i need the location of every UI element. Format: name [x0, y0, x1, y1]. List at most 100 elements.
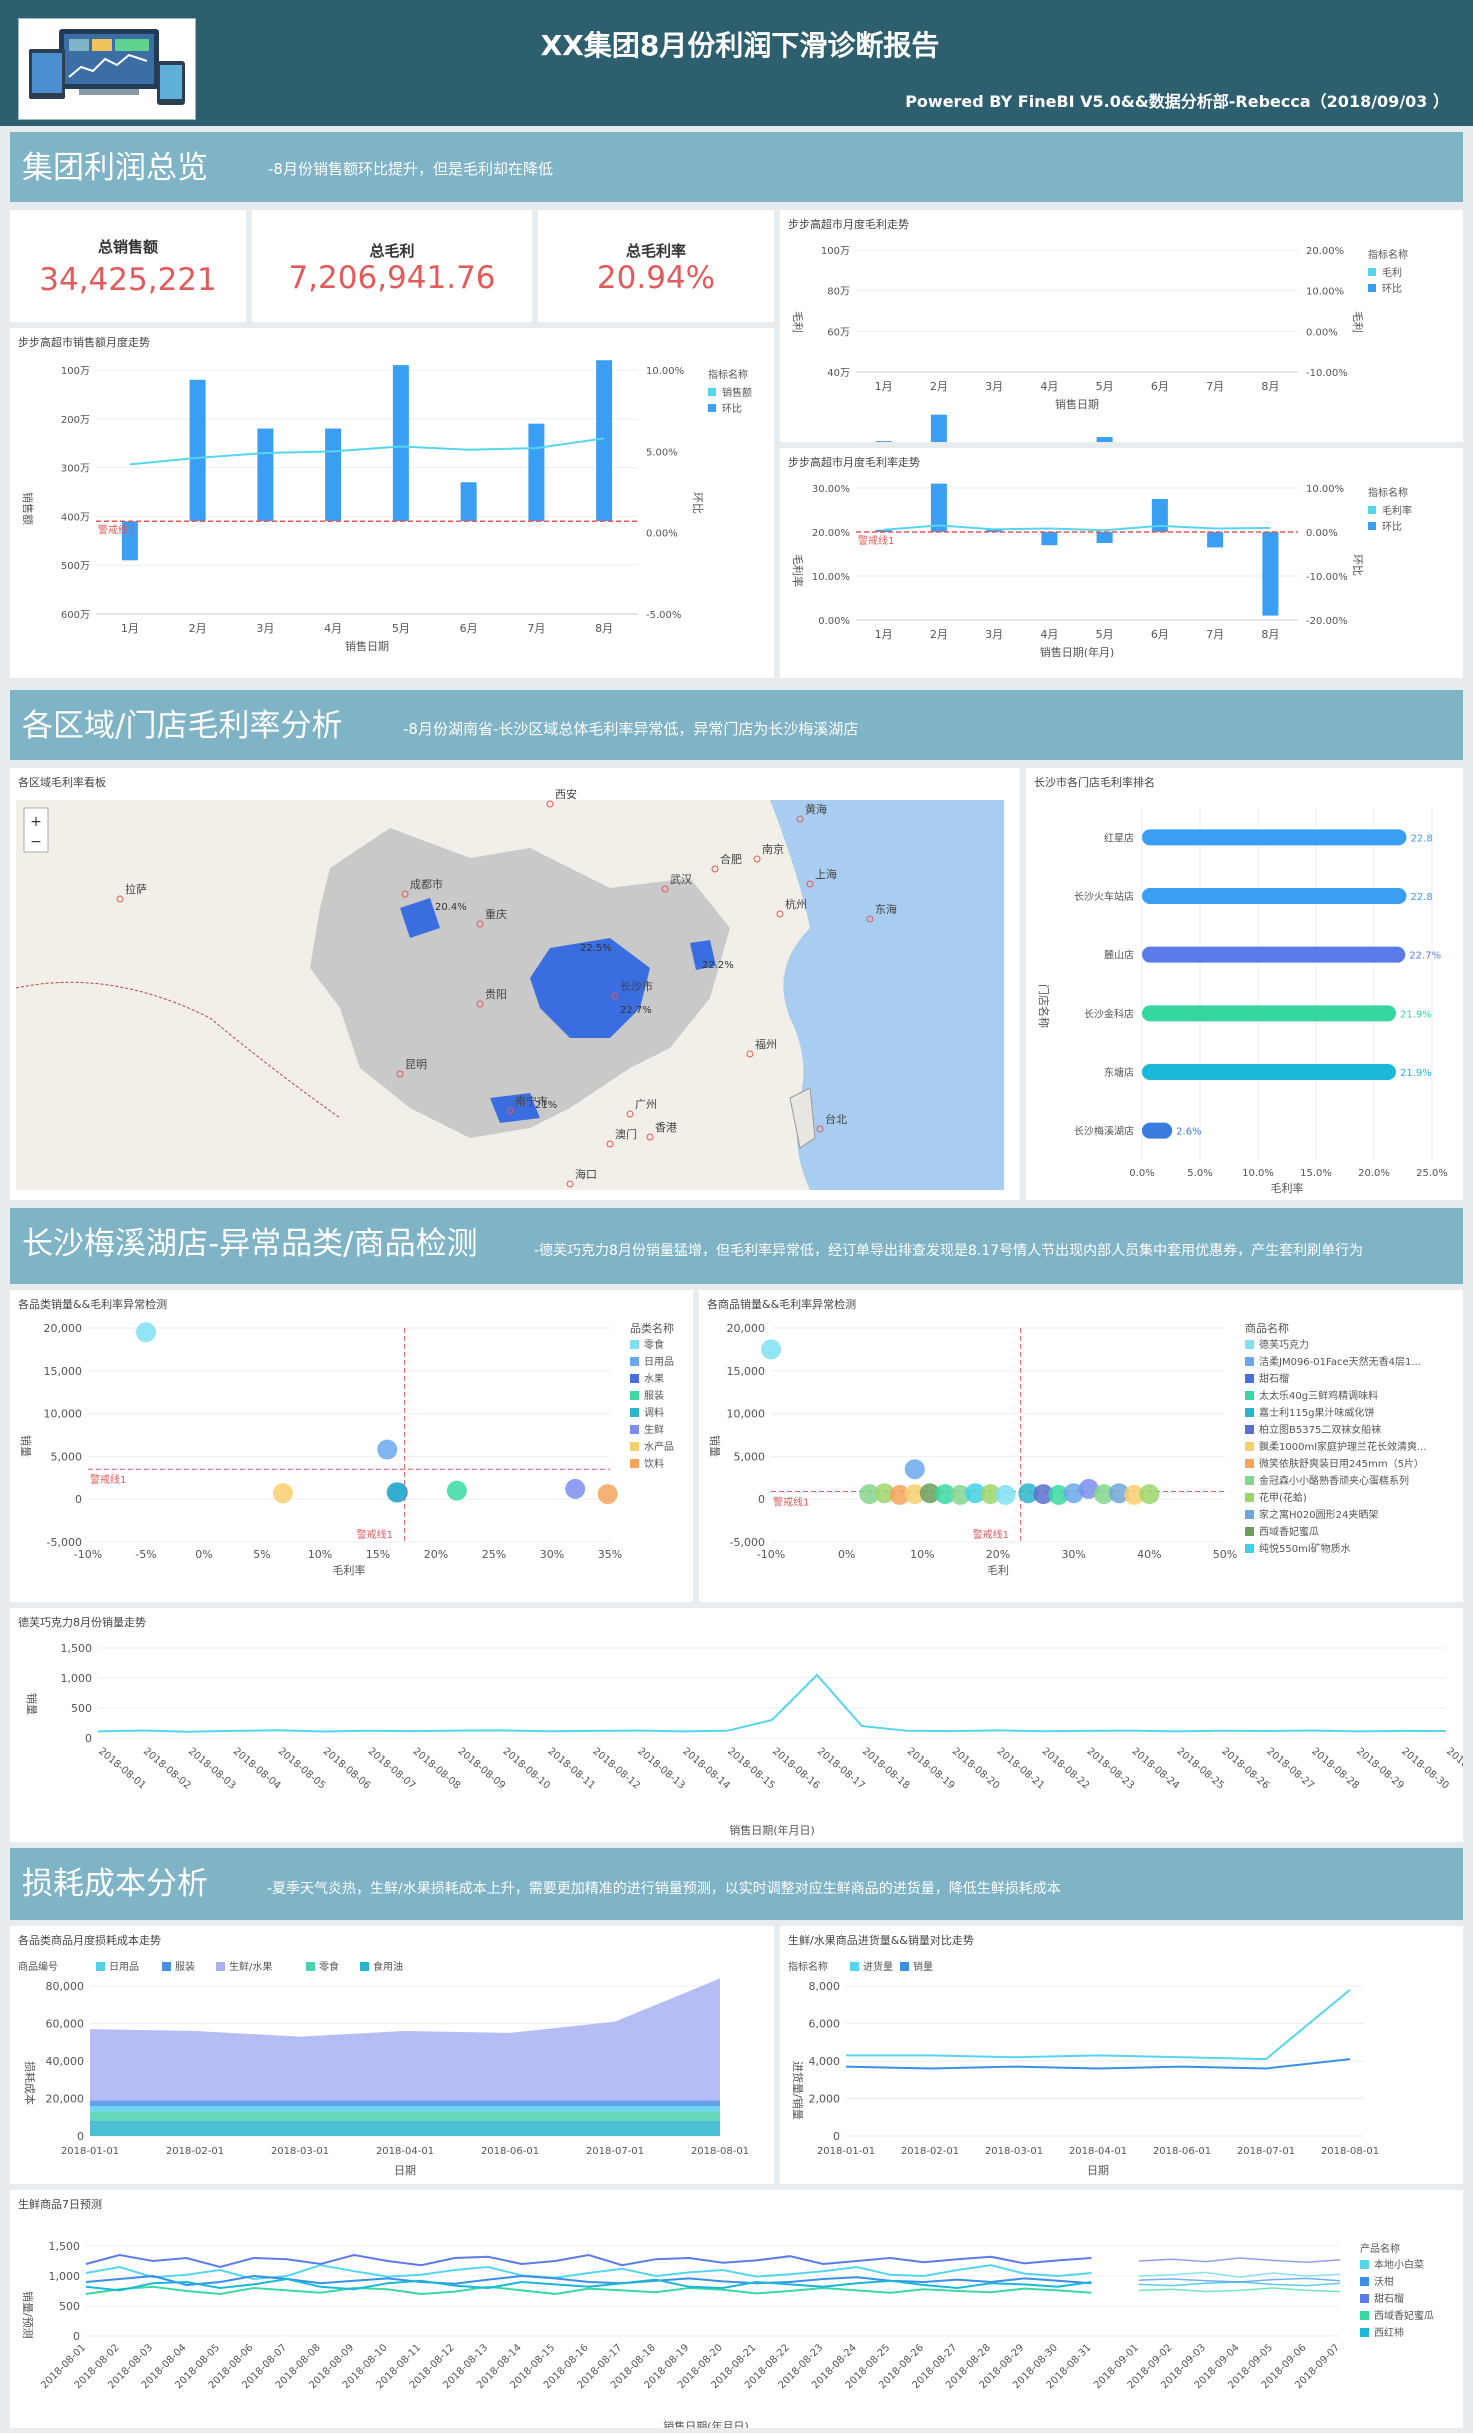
x-tick-label: 8月: [1261, 380, 1279, 393]
section-band-loss-analysis: 损耗成本分析 -夏季天气炎热，生鲜/水果损耗成本上升，需要更加精准的进行销量预测…: [10, 1848, 1463, 1920]
bar: [596, 360, 613, 522]
x-tick-label: 0%: [195, 1548, 212, 1561]
legend-label: 零食: [319, 1960, 339, 1973]
legend-label: 纯悦550ml矿物质水: [1259, 1542, 1351, 1555]
y-tick-label: 100万: [61, 366, 90, 377]
area-series: [90, 2100, 720, 2106]
x-axis-label: 销售日期(年月日): [663, 2419, 749, 2428]
city-marker: [396, 1070, 404, 1078]
city-label: 南京: [762, 842, 784, 856]
data-label: 22.8: [1410, 892, 1432, 903]
y2-axis-label: 环比: [691, 492, 704, 514]
section-subtitle: -8月份湖南省-长沙区域总体毛利率异常低，异常门店为长沙梅溪湖店: [403, 720, 859, 738]
legend-title: 品类名称: [630, 1321, 674, 1335]
zoom-in-button[interactable]: +: [30, 814, 42, 830]
legend-label: 德芙巧克力: [1259, 1338, 1309, 1351]
x-tick-label: 7月: [1206, 628, 1224, 641]
legend-label: 花甲(花蛤): [1259, 1491, 1307, 1504]
kpi-label: 总销售额: [97, 238, 158, 256]
legend-swatch: [1360, 2277, 1369, 2286]
warning-label: 警戒线1: [858, 534, 894, 547]
x-tick-label: 2018-08-27: [1264, 1746, 1316, 1792]
legend-swatch: [850, 1962, 859, 1971]
legend-label: 本地小白菜: [1374, 2258, 1424, 2271]
city-label: 拉萨: [125, 882, 147, 896]
y-tick-label: 麓山店: [1104, 949, 1134, 962]
legend-swatch: [630, 1408, 639, 1417]
zoom-out-button[interactable]: −: [30, 834, 42, 850]
x-axis-label: 销售日期(年月日): [729, 1823, 815, 1837]
report-title: XX集团8月份利润下滑诊断报告: [540, 29, 940, 62]
x-tick-label: -5%: [135, 1548, 156, 1561]
y2-axis-label: 毛利: [1351, 311, 1364, 333]
legend-label: 嘉士利115g果汁味威化饼: [1259, 1406, 1374, 1419]
x-tick-label: 1月: [121, 622, 139, 635]
city-marker: [546, 800, 554, 808]
scatter-point: [1109, 1483, 1130, 1504]
x-tick-label: 2018-08-24: [1130, 1746, 1182, 1792]
x-tick-label: 8月: [595, 622, 613, 635]
bar: [986, 529, 1003, 532]
bar: [528, 423, 545, 522]
city-label: 福州: [755, 1037, 777, 1051]
scatter-point: [1093, 1484, 1114, 1505]
line-series: [97, 1673, 1447, 1733]
legend-swatch: [1245, 1340, 1254, 1349]
legend-label: 水果: [644, 1373, 664, 1385]
x-tick-label: 2月: [930, 628, 948, 641]
chart-card-fresh-forecast: 生鲜商品7日预测 1,500 1,000 500 0 2018-08-01 2018-08-…: [10, 2190, 1463, 2433]
legend-label: 甜石榴: [1374, 2292, 1404, 2305]
y2-tick-label: 0.00%: [1306, 528, 1338, 539]
x-tick-label: 2018-08-19: [905, 1746, 957, 1792]
x-tick-label: 2018-08-04: [231, 1746, 283, 1792]
x-tick-label: 20%: [986, 1548, 1010, 1561]
region-value-label: 20.4%: [435, 902, 467, 913]
y2-tick-label: 5.00%: [646, 447, 678, 458]
kpi-card-total-gross-profit: 总毛利 7,206,941.76: [252, 210, 532, 322]
x-tick-label: 2018-08-16: [770, 1746, 822, 1792]
legend-swatch: [1368, 284, 1376, 292]
x-tick-label: 8月: [1261, 628, 1279, 641]
city-marker: [476, 1000, 484, 1008]
x-tick-label: 10%: [308, 1548, 332, 1561]
kpi-card-gross-margin: 总毛利率 20.94%: [538, 210, 774, 322]
x-tick-label: 2018-08-10: [500, 1746, 552, 1792]
x-tick-label: 2018-06-01: [1153, 2146, 1211, 2157]
y-axis-label: 销量: [708, 1435, 722, 1457]
city-marker: [866, 915, 874, 923]
scatter-point: [1018, 1483, 1039, 1504]
legend-title: 指标名称: [788, 1960, 828, 1973]
legend-label: 饮料: [644, 1457, 664, 1470]
y-tick-label: 100万: [821, 246, 850, 257]
x-tick-label: 10.0%: [1242, 1168, 1274, 1179]
city-marker: [611, 992, 619, 1000]
x-tick-label: 2018-08-08: [411, 1746, 463, 1792]
y-tick-label: -5,000: [47, 1536, 82, 1549]
scatter-point: [446, 1480, 467, 1501]
nanchang-highlight: [690, 940, 716, 970]
chengdu-highlight: [400, 898, 440, 938]
section-title: 损耗成本分析: [22, 1866, 208, 1902]
x-tick-label: 2018-02-01: [166, 2146, 224, 2157]
bar: [1142, 1005, 1397, 1022]
x-axis-label: 日期: [394, 2164, 416, 2177]
x-tick-label: 2018-08-07: [366, 1746, 418, 1792]
x-tick-label: 2月: [930, 380, 948, 393]
section-subtitle: -8月份销售额环比提升，但是毛利却在降低: [268, 160, 553, 178]
city-label: 武汉: [670, 873, 692, 886]
scatter-point: [136, 1322, 156, 1343]
city-label: 东海: [875, 902, 897, 916]
y-axis-label: 销量/预测: [21, 2291, 35, 2339]
x-tick-label: 20.0%: [1358, 1168, 1390, 1179]
city-marker: [796, 815, 804, 823]
legend-swatch: [1245, 1510, 1254, 1519]
legend-swatch: [1245, 1408, 1254, 1417]
x-tick-label: 2018-04-01: [376, 2146, 434, 2157]
chart-title: 步步高超市月度毛利走势: [788, 218, 909, 231]
y-tick-label: 30.00%: [812, 484, 850, 495]
x-tick-label: 2018-08-02: [141, 1746, 193, 1792]
x-tick-label: 4月: [1040, 628, 1058, 641]
x-tick-label: 4月: [324, 622, 342, 635]
x-tick-label: 2018-08-26: [1219, 1746, 1271, 1792]
y-tick-label: 1,000: [49, 2270, 81, 2283]
